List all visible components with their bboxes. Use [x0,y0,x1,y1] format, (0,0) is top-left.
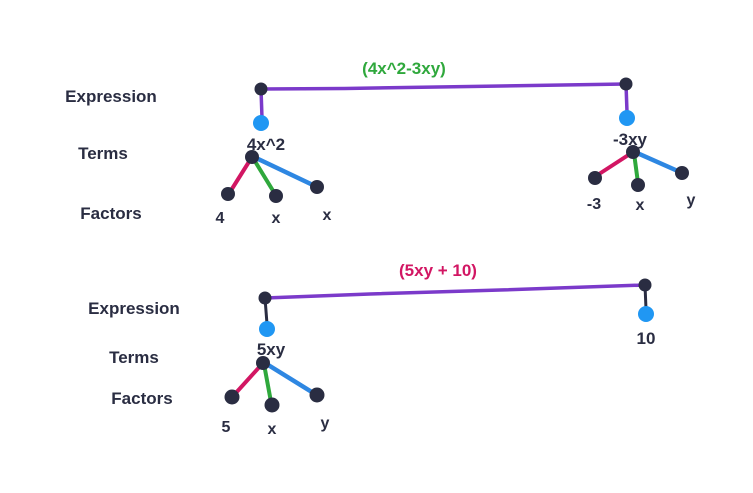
tree1-term1-factor1-label: 4 [216,210,225,227]
tree2-term1-factor2-node [264,397,280,413]
tree1-term2-factor1-node [588,171,602,185]
tree1-term1-factor1-node [221,187,235,201]
tree2-term1-factor1-label: 5 [222,419,231,436]
tree2-term1-factor3-edge [262,360,318,397]
row-label-factors-bottom: Factors [111,389,172,408]
tree1-term2-node [626,145,640,159]
tree1-expression-node-left [254,82,268,96]
tree2-expression-node-left [258,291,272,305]
tree2-term2-blue-dot [638,306,654,322]
row-label-terms-bottom: Terms [109,348,159,367]
tree2-term1-factor2-label: x [268,421,277,438]
tree2-term1-label: 5xy [257,340,286,359]
tree1-term2-label: -3xy [613,130,648,149]
tree2-term1-blue-dot [259,321,275,337]
tree2-term1-factor1-edge [232,361,265,397]
tree1-term2-blue-dot [619,110,635,126]
row-label-terms-top: Terms [78,144,128,163]
row-label-expression-top: Expression [65,87,157,106]
tree2-term2-label: 10 [637,329,656,348]
tree1-term1-factor2-node [269,189,283,203]
tree1-term2-factor1-edge [594,150,635,178]
tree2-term1-factor1-node [224,389,240,405]
tree1-term1-node [245,150,259,164]
tree1-term1-factor2-edge [251,156,277,196]
tree2-title: (5xy + 10) [399,261,477,280]
tree1-term2-factor2-label: x [636,197,645,214]
tree2-expression-node-right [638,278,652,292]
row-label-expression-bottom: Expression [88,299,180,318]
tree2-expression-connector [263,283,647,300]
tree1-term2-factor3-label: y [687,192,696,209]
tree1-term1-factor3-edge [251,154,318,189]
row-label-factors-top: Factors [80,204,141,223]
tree1-term1-label: 4x^2 [247,135,285,154]
tree1-term1-factor3-label: x [323,207,332,224]
tree1-term1-factor2-label: x [272,210,281,227]
tree1-term1-blue-dot [253,115,269,131]
tree1-term1-factor3-node [310,180,324,194]
tree2-term1-factor3-label: y [321,415,330,432]
tree1-expression-connector [259,82,628,91]
tree1-expression-node-right [619,77,633,91]
tree1-term2-factor2-node [631,178,645,192]
tree2-term1-node [256,356,270,370]
tree2-term1-factor2-edge [262,362,273,404]
tree1-title: (4x^2-3xy) [362,59,446,78]
tree1-term2-factor1-label: -3 [587,196,601,213]
tree2-term1-factor3-node [309,387,325,403]
tree1-term2-factor3-node [675,166,689,180]
tree1-term2-factor3-edge [632,149,683,175]
